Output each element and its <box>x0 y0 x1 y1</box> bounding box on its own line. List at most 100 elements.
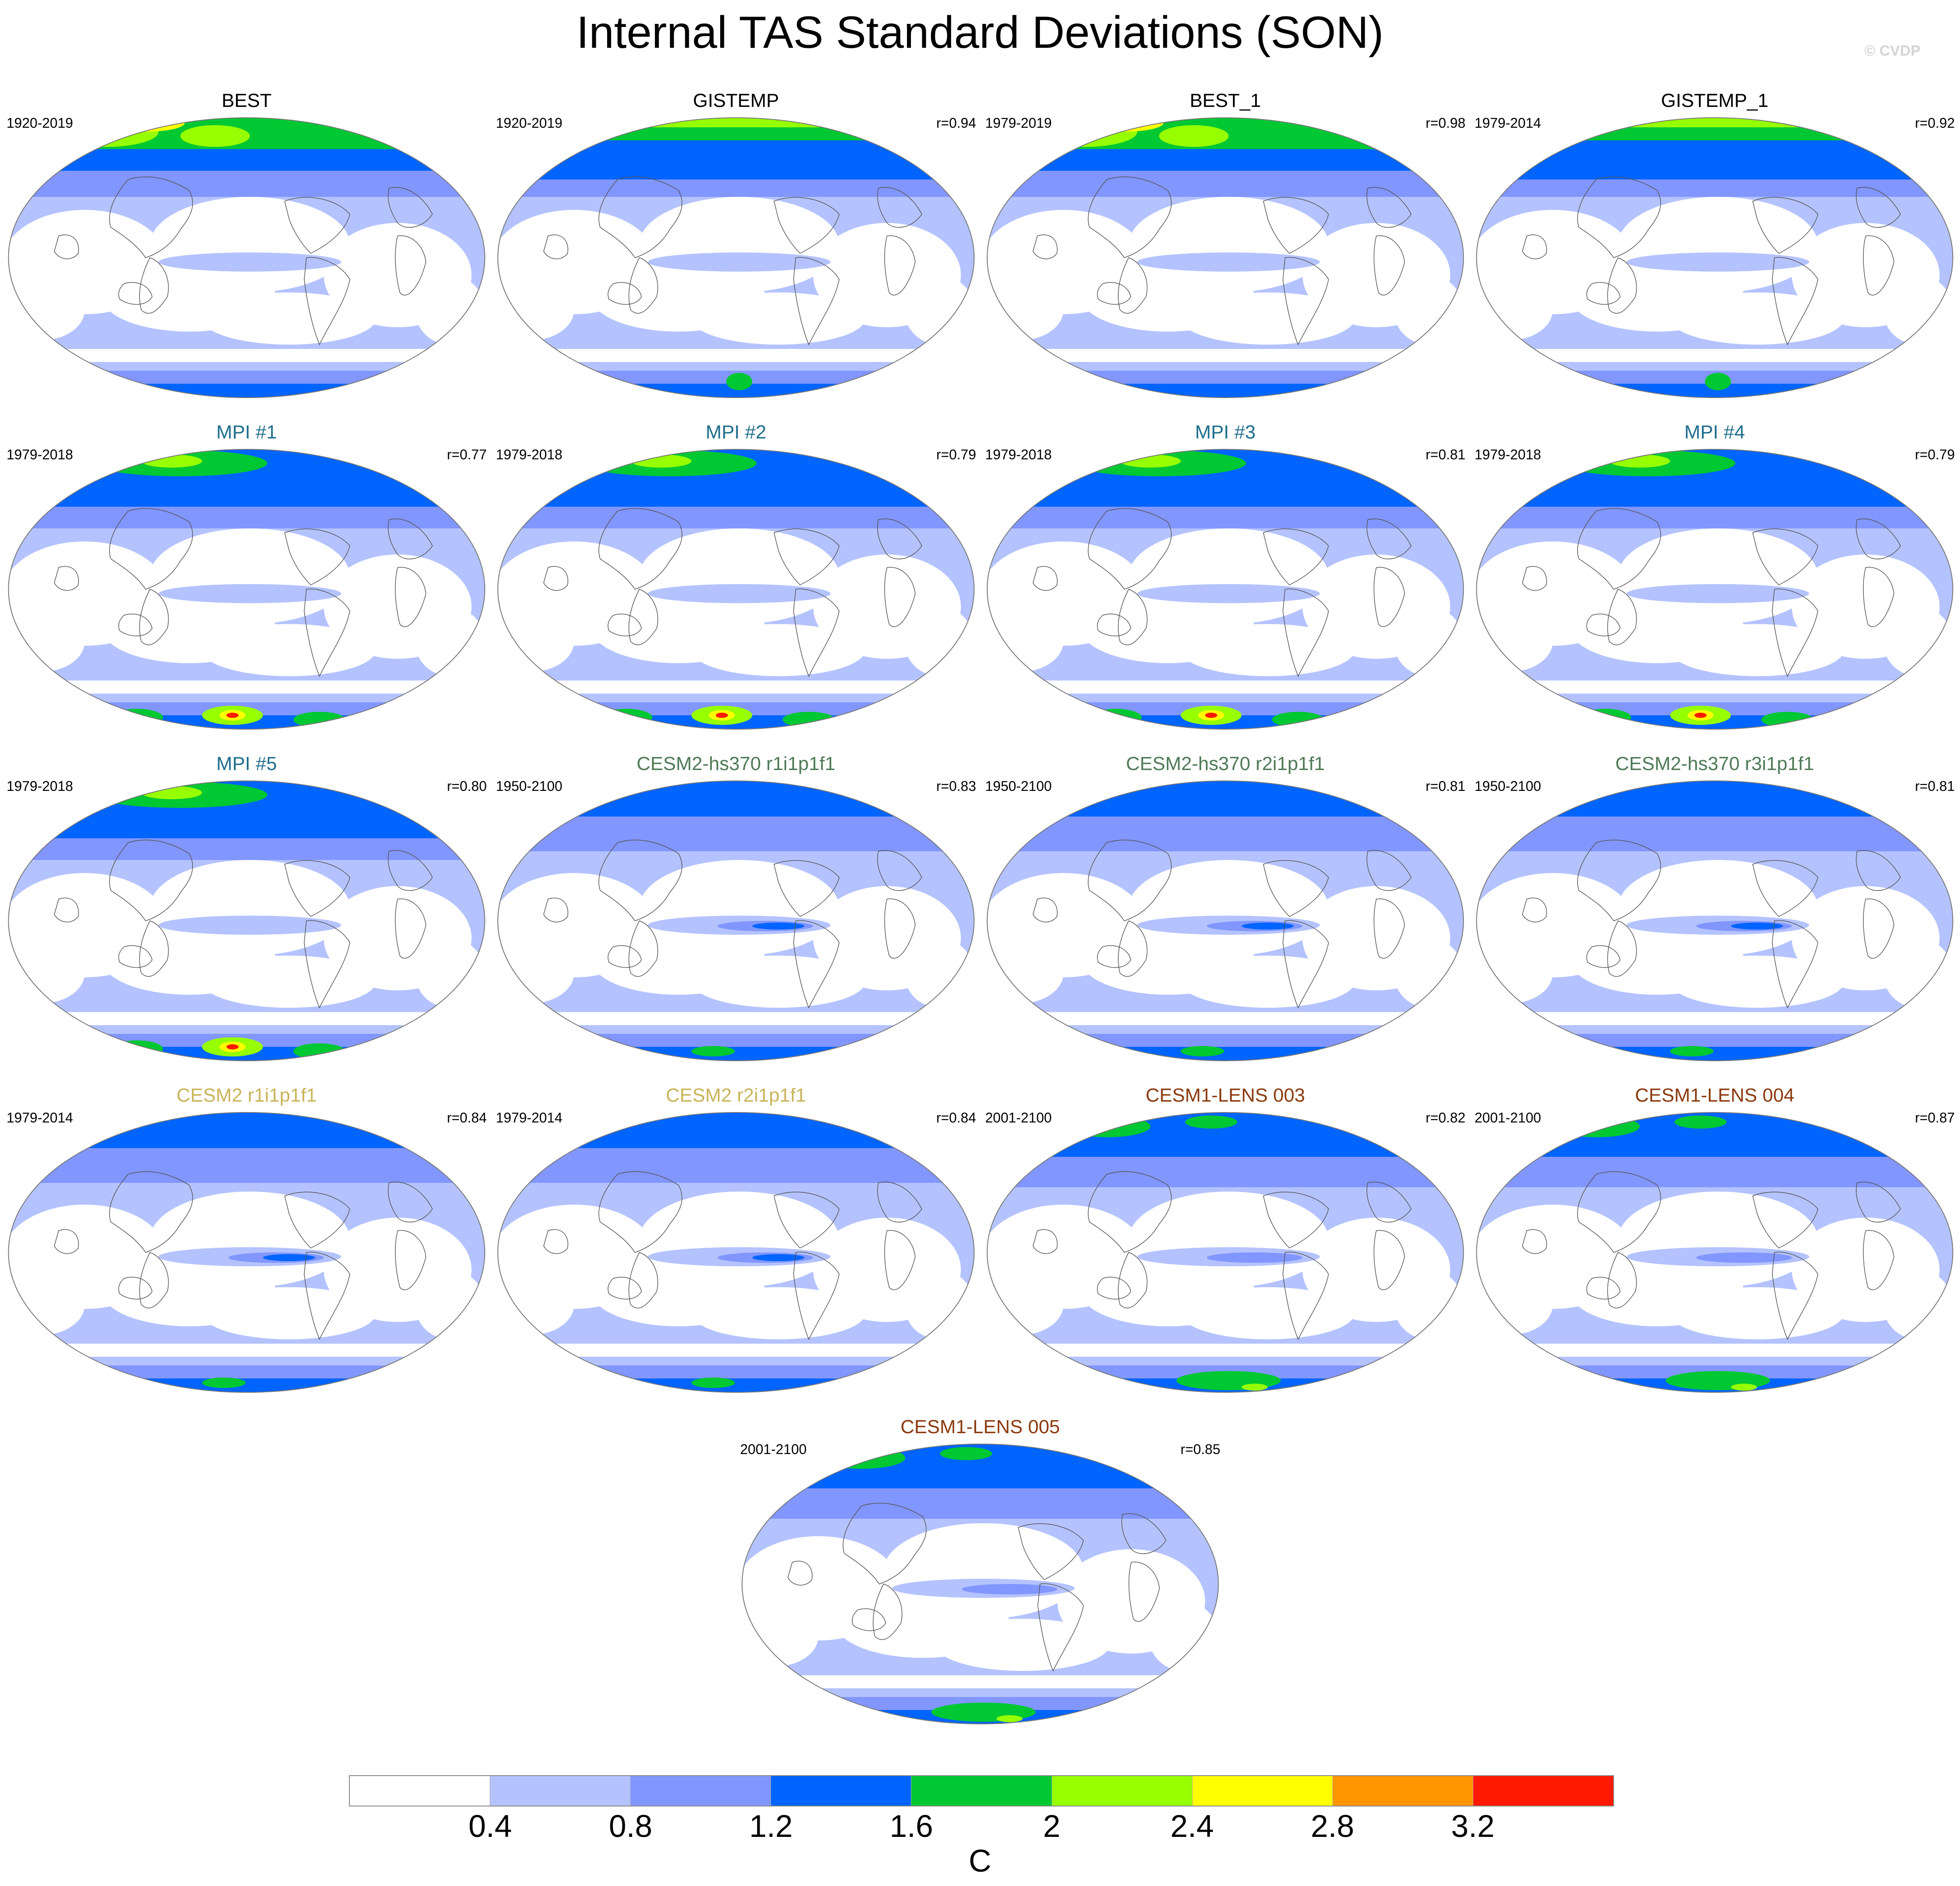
colorbar-tick-label: 1.6 <box>889 1809 933 1844</box>
low-variance-region <box>1394 607 1463 676</box>
coastline <box>1263 197 1329 254</box>
low-variance-region <box>1883 607 1953 676</box>
equatorial-pacific-band <box>648 584 831 603</box>
coastline <box>1863 567 1894 627</box>
subarctic-band <box>987 817 1464 851</box>
coastline <box>774 528 840 585</box>
arctic-region <box>1063 1116 1150 1137</box>
coastline <box>304 588 350 677</box>
coastline <box>787 1561 813 1586</box>
low-variance-band <box>1476 1012 1953 1025</box>
low-variance-band <box>987 349 1464 362</box>
coastline <box>118 614 153 637</box>
map-panel: MPI #3 1979-2018 r=0.81 <box>985 421 1465 734</box>
coastline <box>109 1171 193 1253</box>
coastline <box>1607 589 1637 645</box>
low-variance-region <box>415 275 485 345</box>
colorbar-tick-label: 2 <box>1043 1809 1061 1844</box>
arctic-region <box>1085 118 1163 132</box>
antarctic-region <box>716 713 728 718</box>
robinson-map <box>987 117 1464 398</box>
coastline <box>1033 234 1058 259</box>
colorbar-tick-label: 2.4 <box>1170 1809 1214 1844</box>
low-variance-region <box>1670 292 1844 345</box>
coastline <box>877 518 922 560</box>
colorbar-swatch <box>1192 1776 1332 1806</box>
antarctic-region <box>226 1044 239 1049</box>
coastline <box>1121 1513 1166 1554</box>
coastline <box>1772 588 1818 677</box>
low-variance-band <box>498 1344 974 1357</box>
low-variance-region <box>936 1619 1110 1671</box>
map-panel: MPI #5 1979-2018 r=0.80 <box>7 752 487 1065</box>
coastline <box>139 920 169 977</box>
contour-field <box>8 1112 485 1392</box>
antarctic-region <box>226 713 239 718</box>
low-variance-band <box>8 1344 485 1357</box>
low-variance-band <box>1476 1344 1953 1357</box>
coastline <box>1282 1252 1329 1340</box>
coastline <box>793 257 840 345</box>
coastline <box>1037 1583 1084 1672</box>
coastline <box>1128 1561 1160 1622</box>
coastline <box>884 1230 916 1290</box>
coastline <box>284 197 350 254</box>
map-border <box>741 1444 1219 1724</box>
robinson-map <box>8 780 485 1061</box>
coastline <box>284 860 350 917</box>
colorbar-swatch <box>1051 1776 1192 1806</box>
contour-field <box>987 449 1464 729</box>
map-panel: CESM2 r2i1p1f1 1979-2014 r=0.84 <box>496 1084 976 1397</box>
low-variance-region <box>904 275 974 345</box>
subarctic-band <box>498 179 974 197</box>
coastline <box>1033 1229 1058 1254</box>
antarctic-region <box>1731 1384 1757 1391</box>
coastline <box>1607 920 1637 977</box>
robinson-map <box>1476 117 1953 398</box>
low-variance-region <box>1181 1287 1355 1339</box>
arctic-region <box>1185 1116 1237 1129</box>
antarctic-region <box>1205 713 1217 718</box>
equatorial-pacific-band <box>1627 584 1809 603</box>
coastline <box>1373 1230 1405 1290</box>
arctic-band <box>1476 118 1953 127</box>
arctic-region <box>1159 125 1229 147</box>
panel-correlation: r=0.77 <box>447 447 487 462</box>
panel-correlation: r=0.81 <box>1425 778 1465 794</box>
map-panel: CESM1-LENS 004 2001-2100 r=0.87 <box>1475 1084 1955 1397</box>
coastline <box>388 187 433 228</box>
contour-field <box>8 781 485 1061</box>
coastline <box>1522 897 1547 923</box>
coastline <box>1856 850 1901 891</box>
panel-correlation: r=0.82 <box>1425 1110 1465 1126</box>
low-variance-band <box>1476 349 1953 362</box>
coastline <box>139 589 169 645</box>
coastline <box>1577 176 1661 258</box>
coastline <box>543 566 568 591</box>
subarctic-band <box>987 1157 1464 1187</box>
robinson-map <box>8 1112 485 1393</box>
coastline <box>1088 1171 1172 1253</box>
coastline <box>1856 1182 1901 1223</box>
low-variance-region <box>1181 624 1355 676</box>
antarctic-band <box>987 384 1464 398</box>
coastline <box>1088 176 1172 258</box>
coastline <box>1366 1182 1412 1223</box>
panel-years: 1950-2100 <box>496 778 563 794</box>
coastline <box>1607 257 1637 314</box>
contour-field <box>742 1444 1219 1724</box>
map-border <box>987 780 1464 1061</box>
low-variance-region <box>1670 1287 1844 1339</box>
colorbar-unit: C <box>969 1844 991 1879</box>
arctic-region <box>106 118 185 132</box>
coastline <box>543 234 568 259</box>
panel-correlation: r=0.94 <box>936 115 976 131</box>
coastline <box>1263 528 1329 585</box>
coastline <box>628 1252 658 1308</box>
robinson-map <box>8 449 485 730</box>
panel-title: CESM2-hs370 r3i1p1f1 <box>1615 753 1814 774</box>
coastline <box>1018 1523 1084 1580</box>
equatorial-pacific-band <box>159 252 341 272</box>
coastline <box>1118 257 1148 314</box>
equatorial-pacific-core <box>962 1584 1057 1594</box>
